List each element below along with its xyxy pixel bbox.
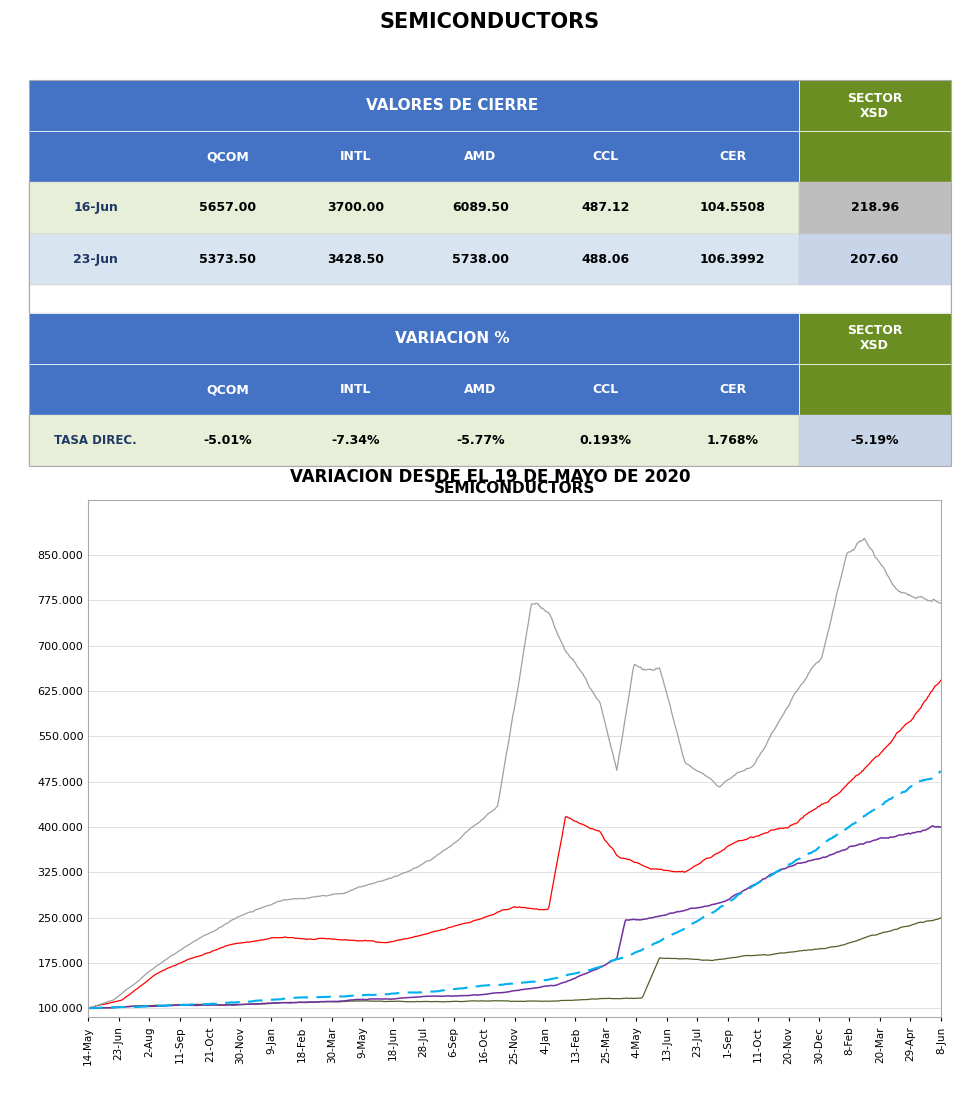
Bar — [29, 285, 951, 312]
Bar — [29, 182, 799, 234]
Text: 207.60: 207.60 — [851, 252, 899, 266]
Bar — [799, 131, 951, 182]
Text: 23-Jun: 23-Jun — [74, 252, 118, 266]
Text: SECTOR
XSD: SECTOR XSD — [847, 91, 903, 120]
Text: 0.193%: 0.193% — [579, 434, 631, 447]
Text: 3428.50: 3428.50 — [326, 252, 384, 266]
Text: CER: CER — [719, 383, 746, 396]
Bar — [799, 312, 951, 364]
Bar — [29, 364, 799, 415]
Text: QCOM: QCOM — [207, 150, 249, 163]
Bar — [29, 80, 799, 131]
Text: VARIACION DESDE EL 19 DE MAYO DE 2020: VARIACION DESDE EL 19 DE MAYO DE 2020 — [290, 468, 690, 486]
Text: 5657.00: 5657.00 — [199, 201, 257, 215]
Text: VALORES DE CIERRE: VALORES DE CIERRE — [367, 98, 539, 113]
Text: 5373.50: 5373.50 — [199, 252, 257, 266]
Text: 488.06: 488.06 — [581, 252, 629, 266]
Text: 218.96: 218.96 — [851, 201, 899, 215]
Text: 104.5508: 104.5508 — [700, 201, 765, 215]
Text: -5.01%: -5.01% — [204, 434, 252, 447]
Text: 16-Jun: 16-Jun — [74, 201, 118, 215]
Text: -5.77%: -5.77% — [456, 434, 505, 447]
Bar — [29, 234, 799, 285]
Text: SECTOR
XSD: SECTOR XSD — [847, 325, 903, 353]
Text: INTL: INTL — [339, 150, 371, 163]
Text: AMD: AMD — [465, 383, 496, 396]
Bar — [799, 364, 951, 415]
Text: AMD: AMD — [465, 150, 496, 163]
Text: 6089.50: 6089.50 — [452, 201, 509, 215]
Text: TASA DIREC.: TASA DIREC. — [54, 434, 137, 447]
Text: 1.768%: 1.768% — [707, 434, 759, 447]
Text: QCOM: QCOM — [207, 383, 249, 396]
Text: CER: CER — [719, 150, 746, 163]
Bar — [29, 80, 951, 466]
Bar — [29, 312, 799, 364]
Text: -7.34%: -7.34% — [331, 434, 379, 447]
Text: CCL: CCL — [592, 383, 618, 396]
Text: 106.3992: 106.3992 — [700, 252, 765, 266]
Text: VARIACION %: VARIACION % — [395, 331, 510, 346]
Bar — [29, 131, 799, 182]
Bar — [29, 415, 799, 466]
Text: -5.19%: -5.19% — [851, 434, 899, 447]
Text: 5738.00: 5738.00 — [452, 252, 509, 266]
Text: INTL: INTL — [339, 383, 371, 396]
Bar — [799, 182, 951, 234]
Bar — [799, 415, 951, 466]
Text: 487.12: 487.12 — [581, 201, 629, 215]
Bar — [799, 80, 951, 131]
Bar — [799, 234, 951, 285]
Text: CCL: CCL — [592, 150, 618, 163]
Text: 3700.00: 3700.00 — [326, 201, 384, 215]
Title: SEMICONDUCTORS: SEMICONDUCTORS — [434, 481, 595, 496]
Text: SEMICONDUCTORS: SEMICONDUCTORS — [380, 12, 600, 32]
